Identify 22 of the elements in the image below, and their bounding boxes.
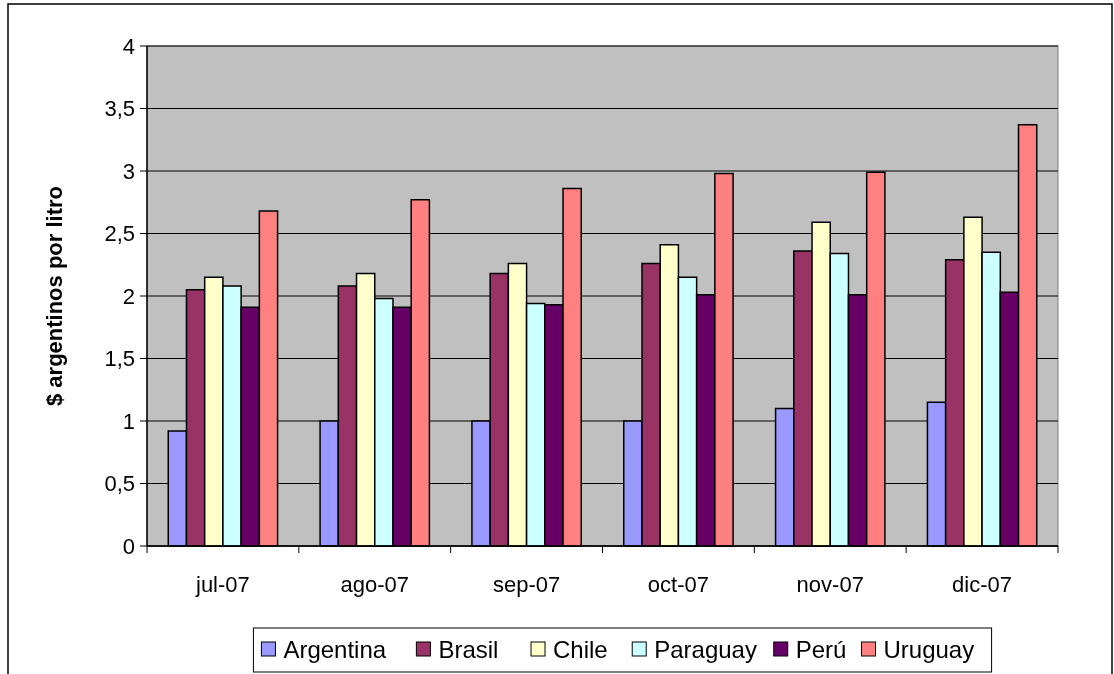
y-tick-label: 4 — [122, 33, 135, 59]
y-tick-label: 3 — [122, 158, 135, 184]
legend-label: Paraguay — [654, 636, 757, 663]
y-tick-label: 1,5 — [104, 346, 135, 372]
y-tick-label: 3,5 — [104, 96, 135, 122]
y-tick-label: 2 — [122, 283, 135, 309]
x-tick-label: sep-07 — [492, 572, 561, 597]
legend-label: Uruguay — [883, 636, 975, 663]
x-tick-label: nov-07 — [796, 572, 864, 597]
legend-label: Brasil — [438, 636, 499, 663]
y-tick-label: 0 — [122, 533, 135, 559]
legend-label: Chile — [553, 636, 608, 663]
x-tick-label: ago-07 — [340, 572, 410, 597]
y-tick-label: 2,5 — [104, 221, 135, 247]
x-tick-label: dic-07 — [952, 572, 1013, 597]
y-tick-label: 0,5 — [104, 471, 135, 497]
x-tick-label: jul-07 — [195, 572, 250, 597]
legend-label: Perú — [795, 636, 847, 663]
y-axis-title: $ argentinos por litro — [42, 185, 67, 407]
y-tick-label: 1 — [122, 408, 135, 434]
legend-label: Argentina — [283, 636, 387, 663]
x-tick-label: oct-07 — [647, 572, 709, 597]
